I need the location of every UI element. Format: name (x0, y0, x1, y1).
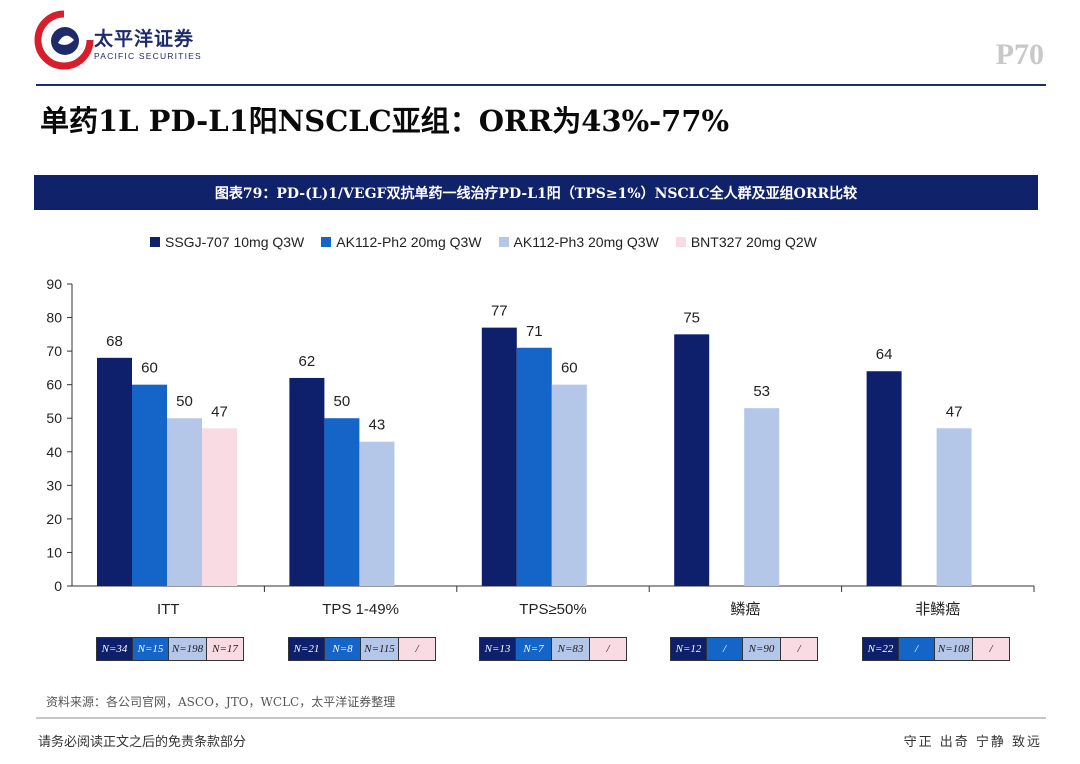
y-tick-label: 50 (46, 410, 62, 426)
sample-size-cell: / (973, 638, 1009, 660)
x-category-label: TPS≥50% (519, 601, 586, 618)
sample-size-cell: / (781, 638, 817, 660)
bar (97, 357, 132, 586)
data-label: 60 (141, 360, 158, 377)
data-label: 64 (876, 346, 893, 363)
legend-item: AK112-Ph2 20mg Q3W (321, 234, 482, 250)
company-logo (34, 10, 234, 70)
legend-swatch (321, 237, 332, 247)
sample-size-cell: N=198 (169, 638, 207, 660)
orr-bar-chart: 0 10 20 30 40 50 60 70 80 90 ITT 68 60 50 47 TPS 1-49% 6… (46, 276, 1035, 618)
data-label: 77 (491, 303, 508, 320)
legend-label: AK112-Ph2 20mg Q3W (336, 234, 482, 250)
bar (132, 384, 167, 586)
data-label: 60 (561, 360, 578, 377)
bar (359, 441, 395, 586)
sample-size-cell: / (707, 638, 743, 660)
sample-size-cell: N=15 (133, 638, 169, 660)
y-tick-label: 20 (46, 511, 62, 527)
y-tick-label: 70 (46, 343, 62, 359)
x-category-label: TPS 1-49% (322, 601, 399, 618)
data-label: 53 (753, 383, 770, 400)
sample-size-cell: N=17 (207, 638, 243, 660)
sample-size-cell: N=34 (97, 638, 133, 660)
disclaimer-text: 请务必阅读正文之后的免责条款部分 (38, 735, 247, 750)
sample-size-table: N=34 N=15 N=198 N=17 (96, 637, 244, 661)
bar (936, 428, 972, 586)
data-label: 71 (526, 323, 543, 340)
data-label: 68 (106, 333, 123, 350)
y-tick-label: 30 (46, 477, 62, 493)
data-label: 62 (299, 353, 316, 370)
y-tick-label: 60 (46, 377, 62, 393)
sample-size-cell: N=8 (325, 638, 361, 660)
x-category-label: 非鳞癌 (915, 601, 960, 618)
company-name-cn: 太平洋证券 (94, 28, 195, 50)
legend-label: SSGJ-707 10mg Q3W (165, 234, 305, 250)
bar (551, 384, 587, 586)
bar (674, 334, 710, 586)
company-name-en: PACIFIC SECURITIES (94, 51, 202, 61)
data-label: 47 (211, 403, 228, 420)
bar (481, 327, 517, 586)
sample-size-cell: / (399, 638, 435, 660)
y-tick-label: 80 (46, 310, 62, 326)
bar (202, 428, 237, 586)
figure-title-bar: 图表79：PD-(L)1/VEGF双抗单药一线治疗PD-L1阳（TPS≥1%）N… (34, 175, 1038, 210)
legend-label: AK112-Ph3 20mg Q3W (513, 234, 659, 250)
legend-swatch (498, 237, 509, 247)
sample-size-cell: N=13 (480, 638, 516, 660)
chart-legend: SSGJ-707 10mg Q3W AK112-Ph2 20mg Q3W AK1… (150, 234, 834, 250)
sample-size-cell: N=83 (552, 638, 590, 660)
source-note: 资料来源：各公司官网，ASCO，JTO，WCLC，太平洋证券整理 (46, 695, 396, 709)
sample-size-cell: N=90 (743, 638, 781, 660)
figure-title: 图表79：PD-(L)1/VEGF双抗单药一线治疗PD-L1阳（TPS≥1%）N… (214, 186, 858, 202)
sample-size-cell: N=12 (671, 638, 707, 660)
header-divider (36, 84, 1046, 86)
sample-size-cell: N=108 (935, 638, 973, 660)
y-tick-label: 0 (54, 578, 62, 594)
logo-emblem-icon (34, 10, 94, 70)
data-label: 43 (369, 417, 386, 434)
legend-item: AK112-Ph3 20mg Q3W (498, 234, 659, 250)
sample-size-cell: / (899, 638, 935, 660)
data-label: 75 (683, 309, 700, 326)
footer-divider (36, 717, 1046, 719)
legend-label: BNT327 20mg Q2W (690, 234, 817, 250)
page-title: 单药1L PD-L1阳NSCLC亚组：ORR为43%-77% (40, 104, 730, 138)
data-label: 50 (334, 393, 351, 410)
sample-size-cell: N=21 (289, 638, 325, 660)
bar (167, 418, 202, 586)
sample-size-cell: / (590, 638, 626, 660)
data-label: 47 (946, 403, 963, 420)
sample-size-table: N=21 N=8 N=115/ (288, 637, 436, 661)
sample-size-table: N=22/N=108/ (862, 637, 1010, 661)
bar (516, 347, 552, 586)
x-category-label: 鳞癌 (730, 601, 760, 618)
legend-swatch (675, 237, 686, 247)
page-number: P70 (995, 38, 1044, 71)
sample-size-cell: N=115 (361, 638, 399, 660)
y-tick-label: 90 (46, 276, 62, 292)
sample-size-table: N=12/N=90/ (670, 637, 818, 661)
sample-size-cell: N=22 (863, 638, 899, 660)
x-category-label: ITT (157, 601, 180, 618)
y-tick-label: 10 (46, 544, 62, 560)
y-tick-label: 40 (46, 444, 62, 460)
bar (324, 418, 360, 586)
data-label: 50 (176, 393, 193, 410)
legend-swatch (150, 237, 160, 247)
sample-size-table: N=13 N=7 N=83/ (479, 637, 627, 661)
bar (289, 377, 325, 586)
bar (866, 371, 902, 586)
company-motto: 守正 出奇 宁静 致远 (903, 735, 1042, 750)
legend-item: BNT327 20mg Q2W (675, 234, 817, 250)
sample-size-cell: N=7 (516, 638, 552, 660)
bar (744, 408, 780, 586)
legend-item: SSGJ-707 10mg Q3W (150, 234, 304, 250)
